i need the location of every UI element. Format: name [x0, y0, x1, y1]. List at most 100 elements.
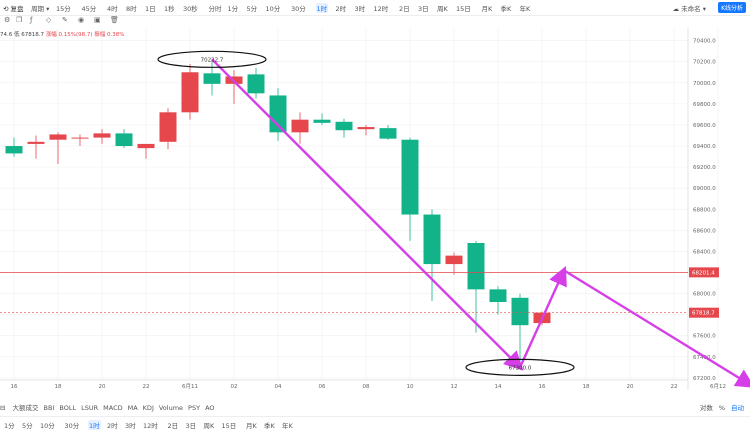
x-tick-6: 04: [275, 384, 282, 390]
bottom-interval-6[interactable]: 3时: [125, 422, 136, 430]
bottom-interval-4[interactable]: 1时: [88, 420, 101, 430]
interval-9[interactable]: 5分: [246, 5, 258, 13]
interval-3[interactable]: 8时: [126, 5, 137, 13]
indicator-0[interactable]: 大额成交: [12, 404, 39, 412]
candle-body-0: [5, 146, 23, 154]
ohlc-info: 74.6 低 67818.7 涨幅 0.15%(98.7) 振幅 0.38%: [0, 32, 125, 38]
interval-13[interactable]: 2时: [335, 5, 347, 13]
interval-14[interactable]: 3时: [354, 5, 366, 13]
axis-option-2[interactable]: 自动: [731, 404, 744, 412]
indicator-7[interactable]: Volume: [158, 404, 184, 412]
copy-icon[interactable]: ❐: [16, 16, 23, 24]
candle-body-23: [511, 297, 529, 326]
y-tick-1: 70200.0: [693, 60, 716, 66]
trend-arrow-1: [518, 266, 567, 368]
x-tick-9: 10: [407, 384, 414, 390]
trash-icon[interactable]: 🗑: [110, 16, 119, 24]
interval-15[interactable]: 12时: [373, 5, 389, 13]
layout-button[interactable]: K线分析: [718, 2, 746, 13]
x-tick-1: 18: [55, 384, 62, 390]
interval-22[interactable]: 年K: [519, 5, 531, 13]
candle-body-4: [93, 133, 111, 138]
bottom-interval-14[interactable]: 年K: [282, 422, 293, 430]
x-tick-0: 16: [11, 384, 18, 390]
price-tag-0: 68201.4: [692, 270, 715, 276]
period-dropdown[interactable]: 周期 ▾: [31, 5, 50, 13]
interval-20[interactable]: 月K: [481, 5, 493, 13]
axis-option-0[interactable]: 对数: [699, 404, 713, 412]
candle-body-6: [137, 143, 155, 149]
user-menu[interactable]: ☁ 未命名 ▾: [672, 5, 706, 13]
chart-svg[interactable]: 70400.0 70200.0 70000.0 69800.0 69600.0 69400…: [0, 28, 750, 400]
indicator-3[interactable]: LSUR: [81, 404, 99, 412]
replay-label[interactable]: ⟲ 复盘: [3, 5, 24, 13]
top-toolbar: ⟲ 复盘 周期 ▾ 15分 45分 4时 8时 1日 1秒 30秒 分时 1分 5分 10分 30分 1…: [0, 0, 750, 16]
interval-6[interactable]: 30秒: [183, 5, 198, 13]
interval-21[interactable]: 季K: [500, 5, 512, 13]
indicator-9[interactable]: AO: [205, 404, 215, 412]
bottom-interval-12[interactable]: 月K: [246, 422, 257, 430]
y-tick-3: 69800.0: [693, 102, 716, 108]
candle-body-12: [269, 95, 287, 133]
x-tick-15: 22: [671, 384, 678, 390]
interval-7[interactable]: 分时: [208, 5, 222, 13]
x-tick-3: 22: [143, 384, 150, 390]
candle-body-2: [49, 134, 67, 140]
interval-2[interactable]: 4时: [107, 5, 118, 13]
axis-option-1[interactable]: %: [718, 404, 725, 412]
indicator-1[interactable]: BBI: [43, 404, 55, 412]
bottom-interval-7[interactable]: 12时: [143, 422, 158, 430]
interval-10[interactable]: 10分: [265, 5, 281, 13]
pencil-icon[interactable]: ✎: [62, 16, 68, 24]
interval-12[interactable]: 1时: [315, 3, 329, 13]
price-chart[interactable]: 70400.0 70200.0 70000.0 69800.0 69600.0 69400…: [0, 28, 750, 400]
eye-icon[interactable]: ◉: [78, 16, 85, 24]
candle-body-5: [115, 133, 133, 147]
price-tag-bg-1: [689, 307, 719, 318]
bottom-interval-5[interactable]: 2时: [107, 422, 118, 430]
indicator-5[interactable]: MA: [127, 404, 138, 412]
interval-8[interactable]: 1分: [227, 5, 239, 13]
trend-arrow-2: [563, 269, 750, 388]
y-tick-7: 69000.0: [693, 186, 716, 192]
indicator-2[interactable]: BOLL: [59, 404, 77, 412]
bottom-interval-1[interactable]: 5分: [22, 422, 33, 430]
bottom-interval-2[interactable]: 10分: [40, 422, 55, 430]
candle-body-15: [335, 121, 353, 131]
interval-19[interactable]: 15日: [456, 5, 471, 13]
candle-body-11: [247, 74, 265, 94]
indicator-arrow[interactable]: ⊟: [0, 404, 6, 412]
x-tick-16: 6月12: [710, 383, 726, 390]
interval-4[interactable]: 1日: [145, 5, 156, 13]
indicator-8[interactable]: PSY: [188, 404, 201, 412]
bottom-interval-13[interactable]: 季K: [264, 422, 275, 430]
bottom-interval-11[interactable]: 15日: [221, 422, 237, 430]
info-low: 67818.7: [21, 32, 44, 38]
bottom-interval-9[interactable]: 3日: [185, 422, 197, 430]
indicator-icon[interactable]: ƒ: [30, 16, 33, 24]
bottom-interval-0[interactable]: 1分: [4, 422, 15, 430]
bottom-interval-10[interactable]: 周K: [203, 422, 215, 430]
bottom-interval-3[interactable]: 30分: [64, 422, 80, 430]
y-tick-8: 68800.0: [693, 207, 716, 213]
x-tick-10: 12: [451, 384, 458, 390]
interval-17[interactable]: 3日: [418, 5, 429, 13]
interval-5[interactable]: 1秒: [164, 5, 175, 13]
interval-0[interactable]: 15分: [56, 5, 71, 13]
interval-11[interactable]: 30分: [291, 5, 306, 13]
interval-16[interactable]: 2日: [399, 5, 410, 13]
indicator-6[interactable]: KDJ: [142, 404, 154, 412]
candle-body-1: [27, 141, 45, 144]
user-name: 未命名: [681, 5, 701, 13]
interval-18[interactable]: 周K: [437, 5, 448, 13]
y-tick-2: 70000.0: [693, 81, 716, 87]
settings-icon[interactable]: ⚙: [4, 16, 11, 24]
y-tick-4: 69600.0: [693, 123, 716, 129]
image-icon[interactable]: ▣: [94, 16, 101, 24]
price-tag-bg-0: [689, 267, 719, 278]
shape-icon[interactable]: ◇: [46, 16, 52, 24]
interval-1[interactable]: 45分: [81, 5, 97, 13]
bottom-interval-bar: 1分 5分 10分 30分 1时 2时 3时 12时 2日 3日 周K 15日 月K 季K 年K: [0, 416, 750, 430]
indicator-4[interactable]: MACD: [103, 404, 123, 412]
bottom-interval-8[interactable]: 2日: [167, 422, 179, 430]
